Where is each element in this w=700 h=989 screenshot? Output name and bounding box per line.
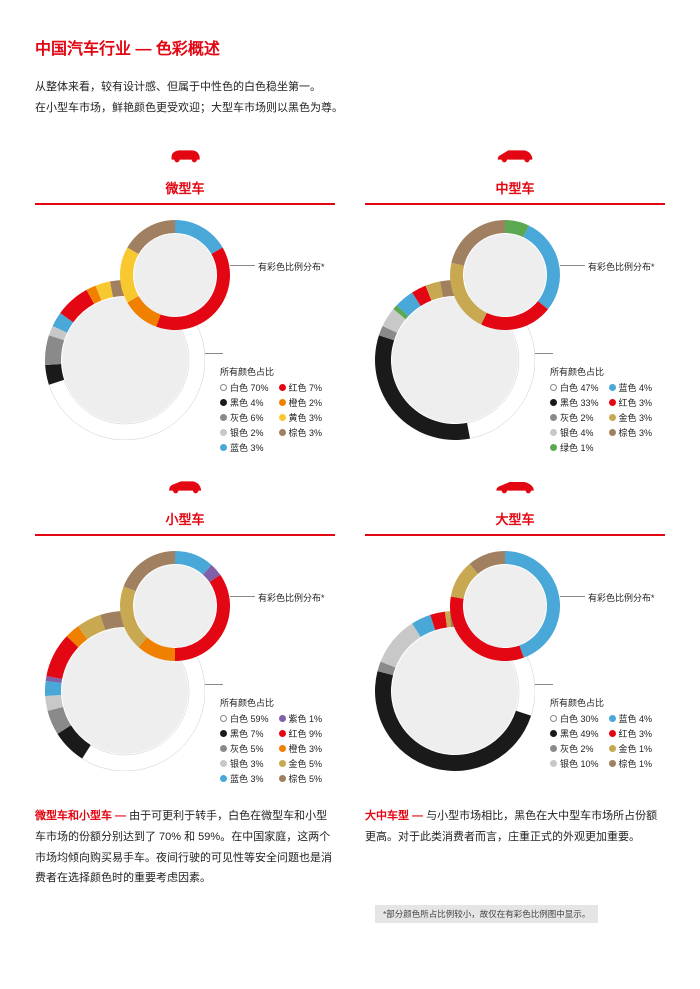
chart-area: 有彩色比例分布* 所有颜色占比 白色 70% 黑色 4% 灰色 6% 银色 2% 蓝色 … <box>35 205 335 455</box>
legend-item: 棕色 1% <box>609 757 653 770</box>
legend-item: 银色 2% <box>220 426 269 439</box>
panel-large: 大型车 有彩色比例分布* 所有颜色占比 白色 30% 黑色 49% 灰色 2% 银色 … <box>365 475 665 786</box>
legend-item: 金色 5% <box>279 757 323 770</box>
panel-title: 大型车 <box>365 505 665 536</box>
page-title: 中国汽车行业 — 色彩概述 <box>35 35 665 59</box>
legend-item: 黄色 3% <box>279 411 323 424</box>
legend-item: 蓝色 3% <box>220 441 269 454</box>
footnote-text: *部分颜色所占比例较小，故仅在有彩色比例图中显示。 <box>375 905 598 923</box>
legend-item: 白色 70% <box>220 381 269 394</box>
bottom-right-lead: 大中车型 — <box>365 810 426 822</box>
chart-area: 有彩色比例分布* 所有颜色占比 白色 47% 黑色 33% 灰色 2% 银色 4% 绿色… <box>365 205 665 455</box>
intro-line-1: 从整体来看，较有设计感、但属于中性色的白色稳坐第一。 <box>35 77 665 98</box>
car-icon <box>365 144 665 174</box>
legend-item: 棕色 3% <box>609 426 653 439</box>
chart-grid: 微型车 有彩色比例分布* 所有颜色占比 白色 70% 黑色 4% 灰色 6% 银色 2… <box>35 144 665 786</box>
label-chromatic: 有彩色比例分布* <box>258 260 325 273</box>
legend-item: 红色 3% <box>609 396 653 409</box>
legend: 所有颜色占比 白色 47% 黑色 33% 灰色 2% 银色 4% 绿色 1% 蓝色 4% 红… <box>550 365 652 454</box>
panel-micro: 微型车 有彩色比例分布* 所有颜色占比 白色 70% 黑色 4% 灰色 6% 银色 2… <box>35 144 335 455</box>
label-chromatic: 有彩色比例分布* <box>588 260 655 273</box>
legend-title: 所有颜色占比 <box>550 696 652 709</box>
legend-item: 黑色 4% <box>220 396 269 409</box>
donut-chromatic <box>450 220 560 330</box>
legend-item: 灰色 2% <box>550 411 599 424</box>
legend-item: 蓝色 4% <box>609 381 653 394</box>
chart-area: 有彩色比例分布* 所有颜色占比 白色 59% 黑色 7% 灰色 5% 银色 3% 蓝色 … <box>35 536 335 786</box>
panel-title: 微型车 <box>35 174 335 205</box>
panel-mid: 中型车 有彩色比例分布* 所有颜色占比 白色 47% 黑色 33% 灰色 2% 银色 … <box>365 144 665 455</box>
legend-item: 白色 59% <box>220 712 269 725</box>
legend-item: 灰色 5% <box>220 742 269 755</box>
panel-title: 小型车 <box>35 505 335 536</box>
legend-item: 红色 9% <box>279 727 323 740</box>
legend-item: 黑色 7% <box>220 727 269 740</box>
label-chromatic: 有彩色比例分布* <box>258 591 325 604</box>
donut-chromatic <box>120 220 230 330</box>
footnote: *部分颜色所占比例较小，故仅在有彩色比例图中显示。 <box>375 904 665 923</box>
legend-item: 灰色 2% <box>550 742 599 755</box>
intro-text: 从整体来看，较有设计感、但属于中性色的白色稳坐第一。 在小型车市场，鲜艳颜色更受… <box>35 77 665 119</box>
legend-item: 绿色 1% <box>550 441 599 454</box>
legend-title: 所有颜色占比 <box>550 365 652 378</box>
legend-item: 黑色 33% <box>550 396 599 409</box>
bottom-text: 微型车和小型车 — 由于可更利于转手，白色在微型车和小型车市场的份额分别达到了 … <box>35 806 665 890</box>
legend: 所有颜色占比 白色 70% 黑色 4% 灰色 6% 银色 2% 蓝色 3% 红色 7% 橙色… <box>220 365 322 454</box>
legend-item: 灰色 6% <box>220 411 269 424</box>
legend-item: 蓝色 3% <box>220 772 269 785</box>
legend-item: 红色 3% <box>609 727 653 740</box>
bottom-right: 大中车型 — 与小型市场相比，黑色在大中型车市场所占份额更高。对于此类消费者而言… <box>365 806 665 890</box>
legend-item: 黑色 49% <box>550 727 599 740</box>
panel-title: 中型车 <box>365 174 665 205</box>
bottom-left-lead: 微型车和小型车 — <box>35 810 129 822</box>
legend-item: 银色 3% <box>220 757 269 770</box>
donut-chromatic <box>450 551 560 661</box>
legend-item: 棕色 3% <box>279 426 323 439</box>
legend-item: 银色 10% <box>550 757 599 770</box>
panel-small: 小型车 有彩色比例分布* 所有颜色占比 白色 59% 黑色 7% 灰色 5% 银色 3… <box>35 475 335 786</box>
legend-item: 白色 47% <box>550 381 599 394</box>
car-icon <box>365 475 665 505</box>
car-icon <box>35 475 335 505</box>
legend: 所有颜色占比 白色 59% 黑色 7% 灰色 5% 银色 3% 蓝色 3% 紫色 1% 红色… <box>220 696 322 785</box>
legend-title: 所有颜色占比 <box>220 365 322 378</box>
label-chromatic: 有彩色比例分布* <box>588 591 655 604</box>
chart-area: 有彩色比例分布* 所有颜色占比 白色 30% 黑色 49% 灰色 2% 银色 10% 蓝… <box>365 536 665 786</box>
donut-chromatic <box>120 551 230 661</box>
legend-item: 紫色 1% <box>279 712 323 725</box>
car-icon <box>35 144 335 174</box>
legend-item: 银色 4% <box>550 426 599 439</box>
legend-item: 蓝色 4% <box>609 712 653 725</box>
legend-title: 所有颜色占比 <box>220 696 322 709</box>
legend-item: 橙色 2% <box>279 396 323 409</box>
legend-item: 橙色 3% <box>279 742 323 755</box>
intro-line-2: 在小型车市场，鲜艳颜色更受欢迎；大型车市场则以黑色为尊。 <box>35 98 665 119</box>
legend-item: 棕色 5% <box>279 772 323 785</box>
legend-item: 红色 7% <box>279 381 323 394</box>
legend-item: 白色 30% <box>550 712 599 725</box>
legend: 所有颜色占比 白色 30% 黑色 49% 灰色 2% 银色 10% 蓝色 4% 红色 3%… <box>550 696 652 770</box>
legend-item: 金色 3% <box>609 411 653 424</box>
legend-item: 金色 1% <box>609 742 653 755</box>
bottom-left: 微型车和小型车 — 由于可更利于转手，白色在微型车和小型车市场的份额分别达到了 … <box>35 806 335 890</box>
